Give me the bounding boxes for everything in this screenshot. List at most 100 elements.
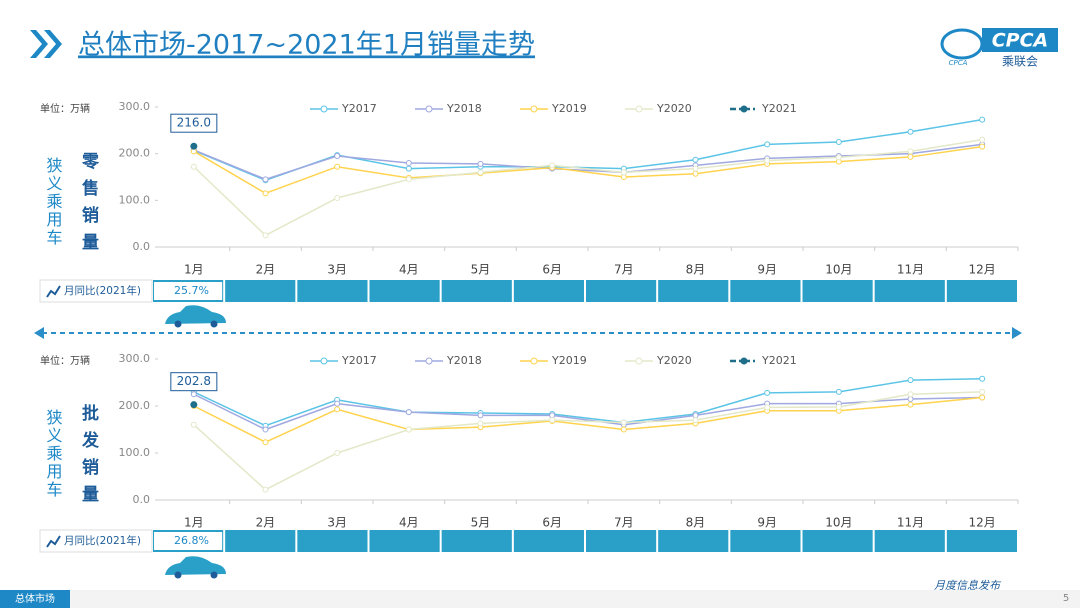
- yoy-cell: [297, 280, 368, 302]
- x-tick-label: 5月: [471, 263, 491, 277]
- data-point: [835, 154, 842, 161]
- side-label: 狭义乘用车: [44, 409, 63, 499]
- car-wheel: [210, 320, 218, 328]
- logo-sub: 乘联会: [1002, 55, 1038, 69]
- data-label-box: [170, 372, 218, 392]
- data-point: [764, 389, 771, 396]
- yoy-cell: [946, 280, 1017, 302]
- legend-marker: [530, 105, 538, 113]
- legend-marker: [530, 357, 538, 365]
- legend-marker: [425, 357, 433, 365]
- yoy-value-bg: [154, 532, 223, 550]
- data-point: [405, 160, 412, 166]
- x-tick-label: 8月: [686, 516, 706, 530]
- x-tick-label: 9月: [757, 516, 777, 530]
- legend-marker: [320, 105, 328, 113]
- page-number: 5: [1063, 593, 1069, 604]
- yoy-cell: [586, 530, 657, 552]
- yoy-icon: [46, 285, 61, 298]
- data-point: [190, 142, 198, 150]
- yoy-value: 26.8%: [174, 534, 209, 547]
- data-point: [907, 377, 914, 384]
- data-point: [405, 165, 412, 172]
- yoy-cell: [513, 530, 584, 552]
- x-tick-label: 8月: [686, 263, 706, 277]
- data-point: [262, 176, 269, 183]
- y-tick-label: 100.0: [119, 193, 151, 206]
- legend-label: Y2021: [761, 354, 797, 367]
- data-point: [692, 156, 699, 163]
- x-tick-label: 12月: [969, 516, 996, 530]
- data-point: [477, 160, 484, 167]
- x-tick-label: 2月: [256, 263, 276, 277]
- yoy-cell: [513, 280, 584, 302]
- data-point: [405, 426, 412, 433]
- legend-marker: [740, 357, 748, 365]
- data-point: [907, 401, 914, 408]
- yoy-cell: [658, 530, 729, 552]
- data-point: [262, 426, 269, 433]
- yoy-cell: [369, 280, 440, 302]
- yoy-cell: [802, 530, 873, 552]
- footer-tab-label: 总体市场: [15, 592, 55, 605]
- logo: CPCA 乘联会 CPCA: [940, 28, 1058, 69]
- car-wheel: [174, 571, 182, 579]
- data-point: [979, 116, 986, 123]
- legend-label: Y2017: [341, 102, 377, 115]
- yoy-cell: [586, 280, 657, 302]
- yoy-cell: [297, 530, 368, 552]
- data-point: [477, 169, 484, 176]
- data-point: [764, 157, 771, 164]
- x-tick-label: 11月: [897, 516, 924, 530]
- data-point: [764, 141, 771, 148]
- data-point: [549, 162, 556, 169]
- y-tick-label: 0.0: [133, 493, 151, 506]
- legend-marker: [740, 105, 748, 113]
- series-line: [193, 377, 983, 427]
- x-tick-label: 1月: [184, 516, 204, 530]
- data-point: [979, 143, 986, 150]
- data-point: [620, 169, 627, 176]
- x-tick-label: 1月: [184, 263, 204, 277]
- data-point: [262, 486, 269, 493]
- data-point: [620, 419, 627, 426]
- metric-label: 批发销量: [78, 403, 100, 512]
- data-point: [549, 417, 556, 424]
- unit-label: 单位：万辆: [40, 102, 90, 115]
- x-tick-label: 12月: [969, 263, 996, 277]
- title-chevrons: [30, 30, 62, 58]
- yoy-cell: [225, 530, 296, 552]
- data-point: [262, 232, 269, 239]
- logo-small: CPCA: [949, 59, 968, 67]
- yoy-label-cell: [39, 529, 153, 553]
- legend-label: Y2019: [551, 102, 587, 115]
- legend-marker: [635, 105, 643, 113]
- legend-label: Y2017: [341, 354, 377, 367]
- yoy-cell: [369, 530, 440, 552]
- data-point: [190, 391, 197, 398]
- x-tick-label: 5月: [471, 516, 491, 530]
- x-tick-label: 3月: [327, 263, 347, 277]
- x-tick-label: 10月: [825, 516, 852, 530]
- y-tick-label: 300.0: [119, 100, 151, 113]
- legend-label: Y2021: [761, 102, 797, 115]
- data-point: [979, 394, 986, 401]
- data-point: [764, 404, 771, 411]
- data-point: [334, 406, 341, 413]
- car-wheel: [210, 571, 218, 579]
- x-tick-label: 11月: [897, 263, 924, 277]
- yoy-cell: [874, 280, 945, 302]
- y-tick-label: 200.0: [119, 147, 151, 160]
- metric-label: 零售销量: [78, 152, 100, 260]
- yoy-cell: [658, 280, 729, 302]
- data-point: [334, 450, 341, 456]
- data-point: [620, 426, 627, 433]
- yoy-cell: [730, 530, 801, 552]
- series-line: [193, 138, 983, 237]
- data-point: [907, 128, 914, 135]
- yoy-cell: [441, 530, 512, 552]
- legend-label: Y2020: [656, 354, 692, 367]
- data-point: [190, 163, 197, 170]
- yoy-cell: [225, 280, 296, 302]
- x-tick-label: 4月: [399, 263, 419, 277]
